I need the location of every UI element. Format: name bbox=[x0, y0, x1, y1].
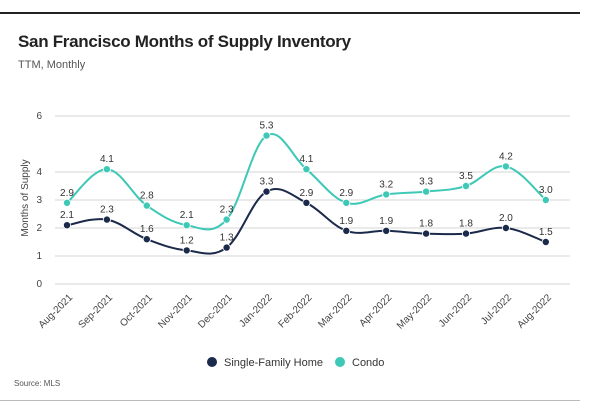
data-point-condo bbox=[102, 165, 111, 174]
data-point-sfh bbox=[382, 226, 391, 235]
x-tick-label: May-2022 bbox=[395, 292, 435, 332]
data-label-condo: 3.5 bbox=[459, 171, 473, 182]
gridlines bbox=[55, 115, 570, 285]
y-tick-label: 2 bbox=[36, 223, 42, 234]
data-point-condo bbox=[541, 195, 550, 204]
data-label-sfh: 1.3 bbox=[220, 233, 234, 244]
legend-marker-sfh bbox=[207, 357, 217, 367]
data-label-sfh: 2.0 bbox=[499, 213, 513, 224]
y-tick-label: 4 bbox=[36, 167, 42, 178]
data-point-condo bbox=[461, 181, 470, 190]
data-point-sfh bbox=[302, 198, 311, 207]
x-tick-label: Dec-2021 bbox=[196, 292, 235, 331]
data-point-sfh bbox=[222, 243, 231, 252]
data-point-sfh bbox=[342, 226, 351, 235]
data-label-condo: 3.3 bbox=[419, 177, 433, 188]
data-label-condo: 4.1 bbox=[299, 154, 313, 165]
data-label-sfh: 2.1 bbox=[60, 210, 74, 221]
x-tick-label: Aug-2022 bbox=[515, 292, 554, 331]
data-point-condo bbox=[262, 131, 271, 140]
data-point-condo bbox=[342, 198, 351, 207]
series-condo: 2.9 4.1 2.8 2.1 2.3 5.3 4.1 2.9 3.2 3.3 3.5 4.2 3.0 bbox=[60, 121, 553, 231]
series-sfh: 2.1 2.3 1.6 1.2 1.3 3.3 2.9 1.9 1.9 1.8 1.8 2.0 1.5 bbox=[60, 177, 553, 255]
legend: Single-Family Home Condo bbox=[207, 357, 384, 369]
data-point-condo bbox=[63, 198, 72, 207]
data-point-condo bbox=[422, 187, 431, 196]
data-point-sfh bbox=[102, 215, 111, 224]
x-tick-label: Aug-2021 bbox=[37, 292, 76, 331]
data-point-sfh bbox=[541, 237, 550, 246]
data-point-condo bbox=[182, 221, 191, 230]
x-tick-label: Nov-2021 bbox=[156, 292, 195, 331]
chart-title: San Francisco Months of Supply Inventory bbox=[18, 32, 351, 51]
data-label-sfh: 2.9 bbox=[299, 188, 313, 199]
data-label-condo: 4.2 bbox=[499, 151, 513, 162]
x-tick-label: Jul-2022 bbox=[479, 292, 514, 327]
x-tick-label: Mar-2022 bbox=[316, 292, 354, 330]
data-point-condo bbox=[501, 162, 510, 171]
data-label-condo: 3.2 bbox=[379, 179, 393, 190]
x-axis-ticks: Aug-2021 Sep-2021 Oct-2021 Nov-2021 Dec-2021… bbox=[37, 292, 555, 332]
data-label-condo: 2.9 bbox=[60, 188, 74, 199]
x-tick-label: Sep-2021 bbox=[77, 292, 116, 331]
series-group: 2.12.31.61.2 1.33.32.91.9 1.9 1.8 1.82.01.52… bbox=[60, 121, 553, 255]
data-label-sfh: 1.9 bbox=[339, 216, 353, 227]
y-tick-label: 3 bbox=[36, 195, 42, 206]
y-axis-ticks: 0 1 2 3 4 6 bbox=[36, 111, 42, 290]
x-tick-label: Feb-2022 bbox=[276, 292, 314, 330]
x-tick-label: Jun-2022 bbox=[437, 292, 475, 330]
data-label-sfh: 2.3 bbox=[100, 205, 114, 216]
data-point-condo bbox=[382, 190, 391, 199]
data-label-condo: 2.1 bbox=[180, 210, 194, 221]
y-tick-label: 6 bbox=[36, 111, 42, 122]
data-label-sfh: 1.9 bbox=[379, 216, 393, 227]
legend-marker-condo bbox=[335, 357, 345, 367]
data-point-sfh bbox=[262, 187, 271, 196]
data-label-condo: 4.1 bbox=[100, 154, 114, 165]
data-point-sfh bbox=[63, 221, 72, 230]
bottom-rule bbox=[0, 400, 580, 401]
chart-subtitle: TTM, Monthly bbox=[18, 59, 86, 71]
y-tick-label: 1 bbox=[36, 251, 42, 262]
data-point-sfh bbox=[501, 223, 510, 232]
data-label-condo: 2.8 bbox=[140, 191, 154, 202]
data-point-sfh bbox=[422, 229, 431, 238]
y-tick-label: 0 bbox=[36, 279, 42, 290]
data-label-condo: 2.9 bbox=[339, 188, 353, 199]
series-line-condo bbox=[66, 132, 547, 231]
x-tick-label: Jan-2022 bbox=[237, 292, 275, 330]
legend-label-sfh: Single-Family Home bbox=[224, 357, 323, 369]
data-point-sfh bbox=[461, 229, 470, 238]
data-label-sfh: 1.6 bbox=[140, 224, 154, 235]
data-point-condo bbox=[302, 165, 311, 174]
data-label-sfh: 3.3 bbox=[260, 177, 274, 188]
data-label-sfh: 1.5 bbox=[539, 227, 553, 238]
legend-label-condo: Condo bbox=[352, 357, 384, 369]
data-point-sfh bbox=[142, 235, 151, 244]
data-label-condo: 5.3 bbox=[260, 121, 274, 132]
data-label-sfh: 1.8 bbox=[459, 219, 473, 230]
data-label-sfh: 1.2 bbox=[180, 235, 194, 246]
x-tick-label: Apr-2022 bbox=[357, 292, 394, 329]
x-tick-label: Oct-2021 bbox=[118, 292, 155, 329]
y-axis-label: Months of Supply bbox=[20, 159, 31, 236]
data-point-condo bbox=[222, 215, 231, 224]
data-point-sfh bbox=[182, 246, 191, 255]
data-label-condo: 2.3 bbox=[220, 205, 234, 216]
top-rule bbox=[0, 12, 580, 14]
data-point-condo bbox=[142, 201, 151, 210]
source-note: Source: MLS bbox=[14, 379, 61, 388]
data-label-sfh: 1.8 bbox=[419, 219, 433, 230]
data-label-condo: 3.0 bbox=[539, 185, 553, 196]
